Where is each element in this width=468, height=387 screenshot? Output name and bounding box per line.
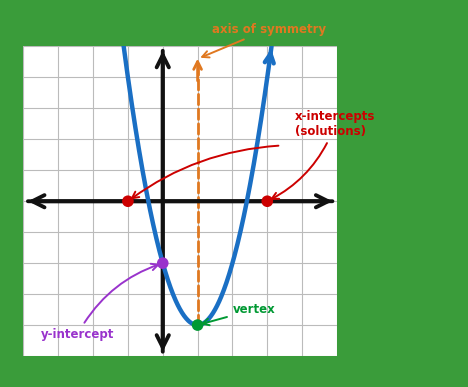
Text: vertex: vertex xyxy=(202,303,275,325)
Point xyxy=(263,198,271,204)
Point xyxy=(124,198,132,204)
Point xyxy=(194,322,201,328)
Point xyxy=(159,260,167,266)
Text: axis of symmetry: axis of symmetry xyxy=(202,22,326,57)
Text: y-intercept: y-intercept xyxy=(41,264,158,341)
Text: x-intercepts
(solutions): x-intercepts (solutions) xyxy=(271,110,375,199)
